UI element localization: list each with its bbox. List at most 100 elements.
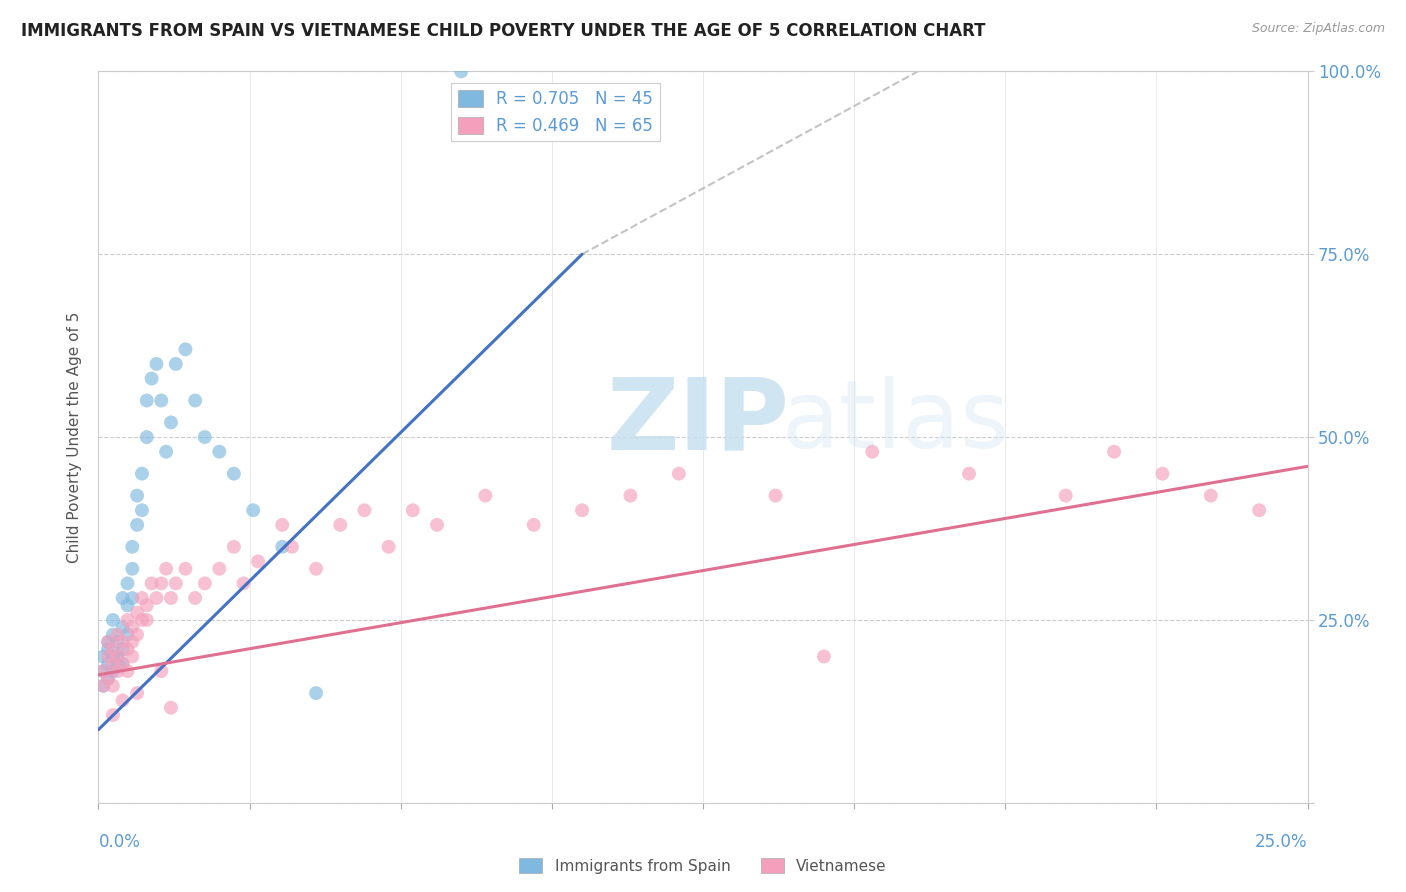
Point <box>165 357 187 371</box>
Point <box>174 562 197 576</box>
Point <box>150 576 173 591</box>
Point <box>111 635 134 649</box>
Point <box>121 635 143 649</box>
Point <box>155 562 177 576</box>
Point <box>101 627 124 641</box>
Point <box>208 562 231 576</box>
Point <box>101 642 124 657</box>
Point <box>131 613 153 627</box>
Point <box>426 517 449 532</box>
Point <box>957 467 980 481</box>
Point <box>117 599 139 613</box>
Text: ZIP: ZIP <box>606 374 789 471</box>
Point <box>377 540 399 554</box>
Point <box>91 664 114 678</box>
Point <box>523 517 546 532</box>
Point <box>107 664 129 678</box>
Point <box>131 503 153 517</box>
Point <box>194 430 217 444</box>
Point <box>141 371 163 385</box>
Point <box>91 679 114 693</box>
Point <box>150 664 173 678</box>
Point <box>619 489 641 503</box>
Point <box>1199 489 1222 503</box>
Legend: Immigrants from Spain, Vietnamese: Immigrants from Spain, Vietnamese <box>513 852 893 880</box>
Point <box>101 613 124 627</box>
Text: 25.0%: 25.0% <box>1256 833 1308 851</box>
Point <box>107 635 129 649</box>
Point <box>174 343 197 357</box>
Point <box>135 430 157 444</box>
Text: Source: ZipAtlas.com: Source: ZipAtlas.com <box>1251 22 1385 36</box>
Point <box>117 664 139 678</box>
Point <box>107 649 129 664</box>
Point <box>111 693 134 707</box>
Point <box>450 64 472 78</box>
Point <box>111 642 134 657</box>
Point <box>127 606 149 620</box>
Point <box>101 657 124 671</box>
Point <box>184 591 207 605</box>
Point <box>222 540 245 554</box>
Point <box>117 576 139 591</box>
Point <box>474 489 496 503</box>
Point <box>127 517 149 532</box>
Point <box>329 517 352 532</box>
Point <box>145 591 167 605</box>
Point <box>242 503 264 517</box>
Point <box>117 642 139 657</box>
Point <box>353 503 375 517</box>
Point <box>101 679 124 693</box>
Point <box>91 649 114 664</box>
Point <box>135 599 157 613</box>
Point <box>91 664 114 678</box>
Text: 0.0%: 0.0% <box>98 833 141 851</box>
Point <box>121 540 143 554</box>
Point <box>111 657 134 671</box>
Point <box>155 444 177 458</box>
Point <box>135 393 157 408</box>
Point <box>131 591 153 605</box>
Text: ZIP: ZIP <box>606 374 789 471</box>
Point <box>107 657 129 671</box>
Point <box>97 642 120 657</box>
Y-axis label: Child Poverty Under the Age of 5: Child Poverty Under the Age of 5 <box>67 311 83 563</box>
Point <box>121 620 143 634</box>
Point <box>184 393 207 408</box>
Point <box>121 649 143 664</box>
Text: IMMIGRANTS FROM SPAIN VS VIETNAMESE CHILD POVERTY UNDER THE AGE OF 5 CORRELATION: IMMIGRANTS FROM SPAIN VS VIETNAMESE CHIL… <box>21 22 986 40</box>
Legend: R = 0.705   N = 45, R = 0.469   N = 65: R = 0.705 N = 45, R = 0.469 N = 65 <box>451 83 659 141</box>
Point <box>271 517 294 532</box>
Point <box>1102 444 1125 458</box>
Point <box>194 576 217 591</box>
Point <box>232 576 254 591</box>
Point <box>150 393 173 408</box>
Point <box>141 576 163 591</box>
Point <box>271 540 294 554</box>
Point <box>117 627 139 641</box>
Point <box>208 444 231 458</box>
Point <box>97 635 120 649</box>
Text: atlas: atlas <box>782 376 1010 468</box>
Point <box>97 672 120 686</box>
Point <box>111 591 134 605</box>
Point <box>97 672 120 686</box>
Point <box>160 591 183 605</box>
Point <box>131 467 153 481</box>
Point <box>813 649 835 664</box>
Point <box>97 657 120 671</box>
Point <box>121 562 143 576</box>
Point <box>247 554 270 568</box>
Point <box>101 664 124 678</box>
Point <box>101 649 124 664</box>
Point <box>117 613 139 627</box>
Point <box>107 649 129 664</box>
Point <box>165 576 187 591</box>
Point <box>160 416 183 430</box>
Point <box>127 627 149 641</box>
Point <box>121 591 143 605</box>
Point <box>160 700 183 714</box>
Point <box>145 357 167 371</box>
Point <box>305 686 328 700</box>
Point <box>135 613 157 627</box>
